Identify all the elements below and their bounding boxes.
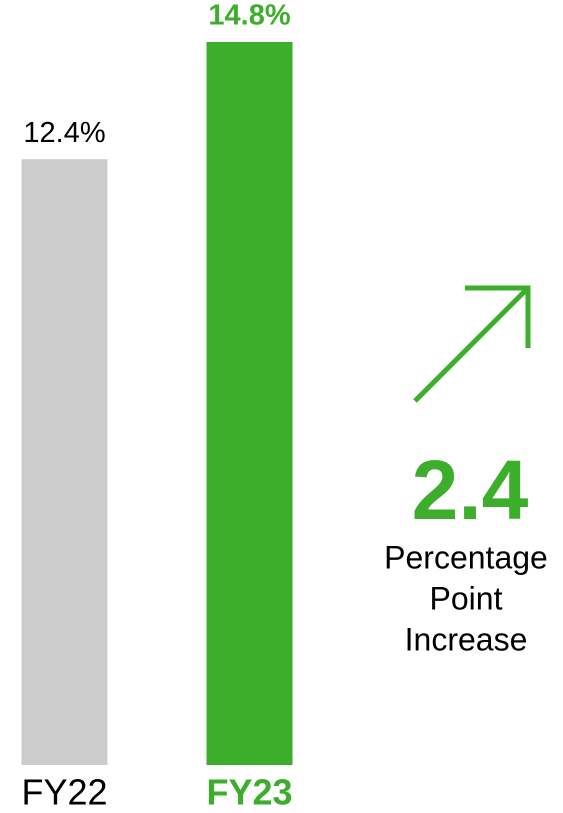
value-label: 14.8%: [208, 0, 290, 32]
category-label: FY22: [21, 772, 107, 813]
annotation-text: Point: [430, 580, 503, 616]
annotation-text: Increase: [405, 621, 528, 657]
annotation-text: Percentage: [384, 539, 548, 575]
annotation-headline: 2.4: [412, 443, 529, 537]
bar: [206, 42, 293, 765]
bar: [21, 159, 108, 766]
trend-arrow: [413, 285, 531, 403]
value-label: 12.4%: [23, 117, 105, 149]
category-label: FY23: [206, 772, 292, 813]
